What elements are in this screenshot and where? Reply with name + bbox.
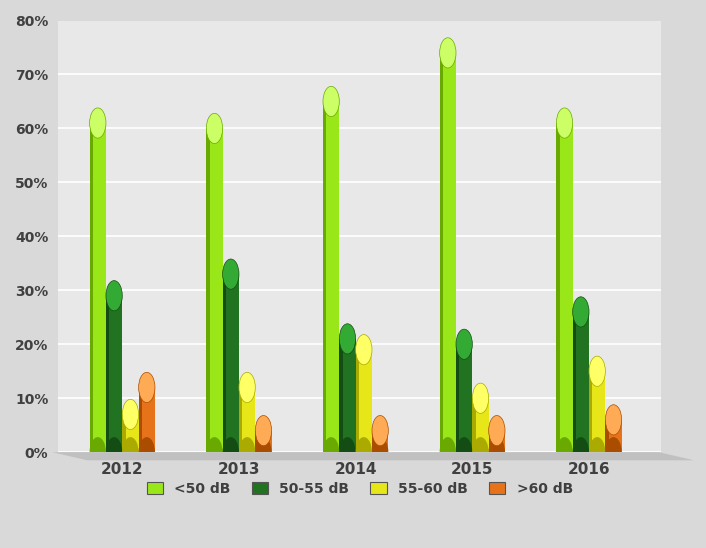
Ellipse shape: [556, 108, 573, 138]
Polygon shape: [372, 431, 376, 452]
Ellipse shape: [90, 437, 106, 467]
Polygon shape: [323, 101, 326, 452]
Ellipse shape: [372, 415, 388, 446]
Polygon shape: [109, 296, 122, 452]
Ellipse shape: [589, 437, 605, 467]
Ellipse shape: [122, 437, 138, 467]
Polygon shape: [258, 431, 272, 452]
Ellipse shape: [456, 329, 472, 359]
Ellipse shape: [323, 437, 340, 467]
Ellipse shape: [256, 437, 272, 467]
Ellipse shape: [106, 281, 122, 311]
Ellipse shape: [456, 437, 472, 467]
Polygon shape: [356, 350, 359, 452]
Polygon shape: [222, 274, 226, 452]
Ellipse shape: [573, 437, 589, 467]
Polygon shape: [476, 398, 489, 452]
Ellipse shape: [340, 437, 356, 467]
Polygon shape: [573, 312, 576, 452]
Ellipse shape: [573, 297, 589, 327]
Polygon shape: [138, 387, 142, 452]
Polygon shape: [472, 398, 476, 452]
Polygon shape: [376, 431, 388, 452]
Ellipse shape: [90, 108, 106, 138]
Polygon shape: [122, 414, 126, 452]
Polygon shape: [460, 344, 472, 452]
Legend: <50 dB, 50-55 dB, 55-60 dB, >60 dB: <50 dB, 50-55 dB, 55-60 dB, >60 dB: [141, 476, 578, 501]
Polygon shape: [589, 371, 592, 452]
Ellipse shape: [138, 437, 155, 467]
Polygon shape: [340, 339, 342, 452]
Ellipse shape: [323, 87, 340, 117]
Polygon shape: [592, 371, 605, 452]
Ellipse shape: [605, 405, 622, 435]
Ellipse shape: [340, 324, 356, 354]
Polygon shape: [456, 344, 460, 452]
Ellipse shape: [489, 415, 505, 446]
Polygon shape: [605, 420, 609, 452]
Ellipse shape: [222, 259, 239, 289]
Polygon shape: [210, 128, 222, 452]
Ellipse shape: [256, 415, 272, 446]
Polygon shape: [242, 387, 256, 452]
Ellipse shape: [372, 437, 388, 467]
Polygon shape: [52, 452, 694, 460]
Ellipse shape: [605, 437, 622, 467]
Polygon shape: [106, 296, 109, 452]
Ellipse shape: [356, 437, 372, 467]
Polygon shape: [556, 123, 560, 452]
Ellipse shape: [489, 437, 505, 467]
Ellipse shape: [122, 399, 138, 430]
Ellipse shape: [206, 113, 222, 144]
Polygon shape: [342, 339, 356, 452]
Polygon shape: [443, 53, 456, 452]
Ellipse shape: [356, 335, 372, 365]
Polygon shape: [126, 414, 138, 452]
Ellipse shape: [440, 437, 456, 467]
Polygon shape: [256, 431, 258, 452]
Ellipse shape: [222, 437, 239, 467]
Polygon shape: [226, 274, 239, 452]
Ellipse shape: [106, 437, 122, 467]
Ellipse shape: [472, 437, 489, 467]
Polygon shape: [576, 312, 589, 452]
Polygon shape: [492, 431, 505, 452]
Polygon shape: [206, 128, 210, 452]
Ellipse shape: [440, 38, 456, 68]
Ellipse shape: [138, 372, 155, 403]
Ellipse shape: [239, 372, 256, 403]
Polygon shape: [93, 123, 106, 452]
Polygon shape: [560, 123, 573, 452]
Polygon shape: [142, 387, 155, 452]
Polygon shape: [609, 420, 622, 452]
Polygon shape: [90, 123, 93, 452]
Polygon shape: [359, 350, 372, 452]
Ellipse shape: [556, 437, 573, 467]
Ellipse shape: [239, 437, 256, 467]
Ellipse shape: [472, 383, 489, 413]
Polygon shape: [489, 431, 492, 452]
Ellipse shape: [589, 356, 605, 386]
Polygon shape: [440, 53, 443, 452]
Polygon shape: [239, 387, 242, 452]
Polygon shape: [326, 101, 340, 452]
Ellipse shape: [206, 437, 222, 467]
